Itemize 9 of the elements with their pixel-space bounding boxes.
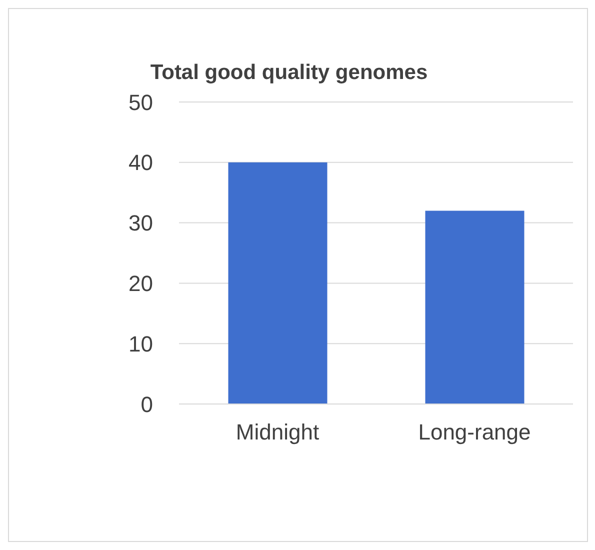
y-tick-label: 20 — [128, 271, 153, 296]
chart-title: Total good quality genomes — [149, 61, 429, 85]
y-tick-label: 0 — [140, 392, 153, 417]
y-tick-label: 40 — [128, 150, 153, 176]
y-tick-label: 50 — [128, 90, 153, 115]
y-tick-label: 30 — [128, 210, 153, 236]
x-tick-label: Midnight — [236, 420, 320, 445]
y-tick-label: 10 — [128, 331, 153, 356]
x-tick-label: Long-range — [418, 420, 531, 445]
